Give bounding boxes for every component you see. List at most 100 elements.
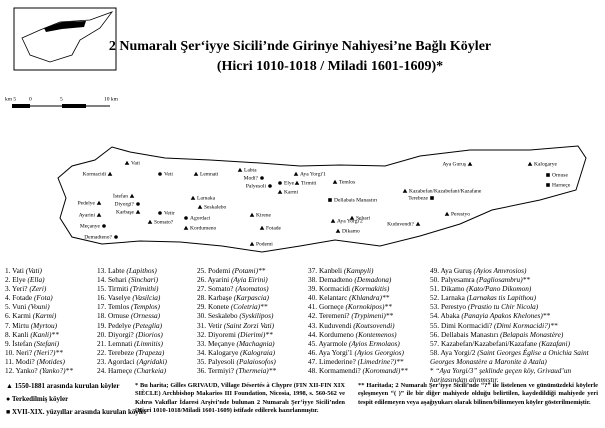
list-text: 58. Aya Yorgi/2 (430, 347, 476, 357)
district-outline (57, 145, 587, 253)
list-text: 39. Kormacidi (308, 284, 351, 294)
list-text: (Ayios Ermolaos) (348, 338, 400, 348)
list-text: 42. Teremeni? (308, 311, 350, 321)
legend-item: ▲ 1550-1881 arasında kurulan köyler (6, 382, 120, 390)
list-text: 2. Elye (5, 275, 26, 285)
list-item: 51. Dikamo (Kato/Pano Dikomon) (430, 284, 602, 293)
scale-segment (62, 104, 86, 108)
list-text: (Vouni) (28, 302, 50, 312)
list-item: 43. Kuduvendi (Koutsovendi) (308, 321, 408, 330)
village-label: Aya Yorgi'2 (337, 218, 363, 224)
list-item: 10. Neri? (Neri?)** (5, 348, 73, 357)
village-label: Diyorgi? (115, 201, 135, 207)
list-text: (Diorios) (135, 329, 163, 339)
list-text: (Dierimi)** (237, 329, 273, 339)
legend-text: Terkedilmiş köyler (11, 395, 69, 403)
list-text: (Kornokipos)** (345, 302, 392, 312)
village-label: Temlos (339, 179, 355, 185)
list-text: (Peteglia) (132, 320, 163, 330)
list-text: (Kalograia) (240, 347, 276, 357)
list-text: (Limnitis) (134, 338, 163, 348)
list-text: (Kazafani) (538, 338, 570, 348)
list-item: 38. Demadteno (Demadona) (308, 275, 408, 284)
list-text: (Ornessa) (130, 311, 161, 321)
list-text: (Zeri) (29, 284, 47, 294)
inset-island (21, 11, 114, 63)
list-text: 24. Harneçe (97, 366, 133, 376)
village-label: Perestyo (451, 211, 470, 217)
village-marker (147, 219, 153, 224)
village-label: Kormacidi (82, 171, 106, 177)
list-item: 21. Lemnati (Limnitis) (97, 339, 167, 348)
list-text: 47. Limederine? (308, 356, 356, 366)
village-label: Kuduvendi? (387, 221, 414, 227)
village-label: Pedelye (78, 200, 96, 206)
list-text: 26. Ayarini (197, 275, 230, 285)
list-item: 1. Vati (Vati) (5, 266, 73, 275)
village-label: Tirmiti (301, 180, 317, 186)
list-text: 14. Sehari (97, 275, 127, 285)
list-text: (Ella) (27, 275, 45, 285)
list-item: 36. Termiyi? (Thermeia)** (197, 366, 276, 375)
list-text: 45. Ayarmole (308, 338, 348, 348)
list-text: 43. Kuduvendi (308, 320, 352, 330)
list-item: 13. Labte (Lapithos) (97, 266, 167, 275)
list-item: 19. Pedelye (Peteglia) (97, 321, 167, 330)
village-label: Elye (284, 180, 295, 186)
list-text: (Asomatos) (235, 284, 269, 294)
list-text: (Karmi) (32, 311, 57, 321)
list-text: 52. Larnaka (430, 293, 465, 303)
list-item: 57. Kazabefan/Kazabefani/Kazafane (Kazaf… (430, 339, 602, 348)
list-item: 39. Kormacidi (Kormakitis) (308, 284, 408, 293)
village-marker (332, 179, 338, 184)
list-text: 1. Vati (5, 266, 24, 275)
village-label: Larnaka (197, 195, 216, 201)
list-text: 49. Aya Guruş (430, 266, 472, 275)
list-item: 40. Kelantarc (Khlandra)** (308, 293, 408, 302)
list-text: (Ayia Eirini) (231, 275, 268, 285)
list-text: (Belapais Monastère) (500, 329, 564, 339)
village-marker (129, 193, 135, 198)
village-marker (294, 180, 300, 185)
list-item: 53. Perestyo (Prastio tu Chir Nicola) (430, 302, 602, 311)
list-item: 12. Yanko? (Yanko?)** (5, 366, 73, 375)
list-item: 56. Dellabais Manastırı (Belapais Monast… (430, 330, 602, 339)
village-marker (197, 204, 203, 209)
list-text: 54. Abaka (430, 311, 460, 321)
list-text: 6. Karmi (5, 311, 31, 321)
note: * Bu harita; Gilles GRIVAUD, Village Dés… (135, 382, 345, 415)
list-text: (Dimi Kormacidi?)** (494, 320, 558, 330)
list-item: 6. Karmi (Karmi) (5, 311, 73, 320)
list-item: 33. Meçanye (Machagnia) (197, 339, 276, 348)
list-item: 58. Aya Yorgi/2 (Saint Georges Église a … (430, 348, 602, 366)
village-marker (260, 176, 264, 180)
list-text: (Panayia Apakos Khelones)** (461, 311, 551, 321)
village-marker (527, 161, 533, 166)
list-text: (Thermeia)** (235, 366, 277, 376)
list-text: (Lapithos) (126, 266, 157, 275)
list-text: 23. Agordaci (97, 356, 135, 366)
list-text: 10. Neri? (5, 347, 33, 357)
list-text: (Koromandi)** (362, 366, 408, 376)
list-item: 26. Ayarini (Ayia Eirini) (197, 275, 276, 284)
village-marker (237, 167, 243, 172)
village-list: 1. Vati (Vati) 2. Elye (Ella) 3. Yeri? (Ze… (5, 266, 73, 375)
list-text: (Ayios Georgios) (354, 347, 404, 357)
list-item: 17. Temlos (Templos) (97, 302, 167, 311)
list-text: (Trimithi) (130, 284, 159, 294)
list-item: 32. Diyoremi (Dierimi)** (197, 330, 276, 339)
village-label: Somato? (154, 219, 174, 225)
village-marker (546, 173, 550, 177)
village-marker (96, 200, 102, 205)
list-item: 47. Limederine? (Limedrine?)** (308, 357, 408, 366)
list-item: 46. Aya Yorgi'1 (Ayios Georgios) (308, 348, 408, 357)
list-item: 18. Ornuse (Ornessa) (97, 311, 167, 320)
village-marker (249, 241, 255, 246)
village-label: Meçanye (80, 223, 101, 229)
list-text: 46. Aya Yorgi'1 (308, 347, 353, 357)
list-text: 37. Kanbeli (308, 266, 343, 275)
list-text: (Karpascia) (233, 293, 269, 303)
list-item: 22. Terebeze (Trapeza) (97, 348, 167, 357)
list-item: 45. Ayarmole (Ayios Ermolaos) (308, 339, 408, 348)
